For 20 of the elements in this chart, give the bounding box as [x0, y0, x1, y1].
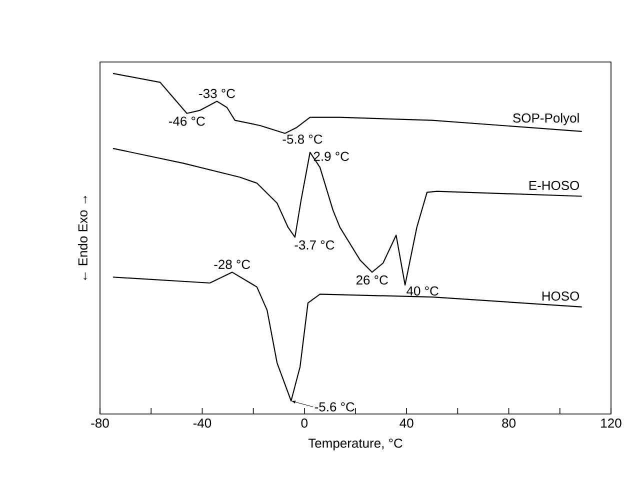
- annotation: -46 °C: [168, 116, 205, 126]
- x-tick-label: 120: [601, 418, 622, 428]
- annotation: -28 °C: [214, 260, 250, 270]
- series-label: E-HOSO: [529, 180, 580, 190]
- annotation: -5.8 °C: [282, 134, 322, 144]
- annotation: -33 °C: [199, 88, 236, 98]
- x-tick-label: 80: [502, 418, 516, 428]
- x-axis-title: Temperature, °C: [308, 438, 402, 450]
- x-tick-label: 0: [301, 418, 308, 428]
- x-tick-label: 40: [400, 418, 414, 428]
- annotation: -5.6 °C: [314, 402, 354, 412]
- annotation: 2.9 °C: [314, 152, 349, 161]
- annotation: 26 °C: [356, 275, 388, 285]
- series-label: SOP-Polyol: [513, 113, 579, 126]
- annotation: 40 °C: [406, 286, 438, 296]
- x-tick-label: -80: [91, 418, 109, 428]
- series-label: HOSO: [542, 292, 580, 301]
- x-tick-label: -40: [193, 418, 212, 428]
- y-axis-title: ← Endo Exo →: [78, 196, 88, 280]
- annotation: -3.7 °C: [294, 240, 334, 250]
